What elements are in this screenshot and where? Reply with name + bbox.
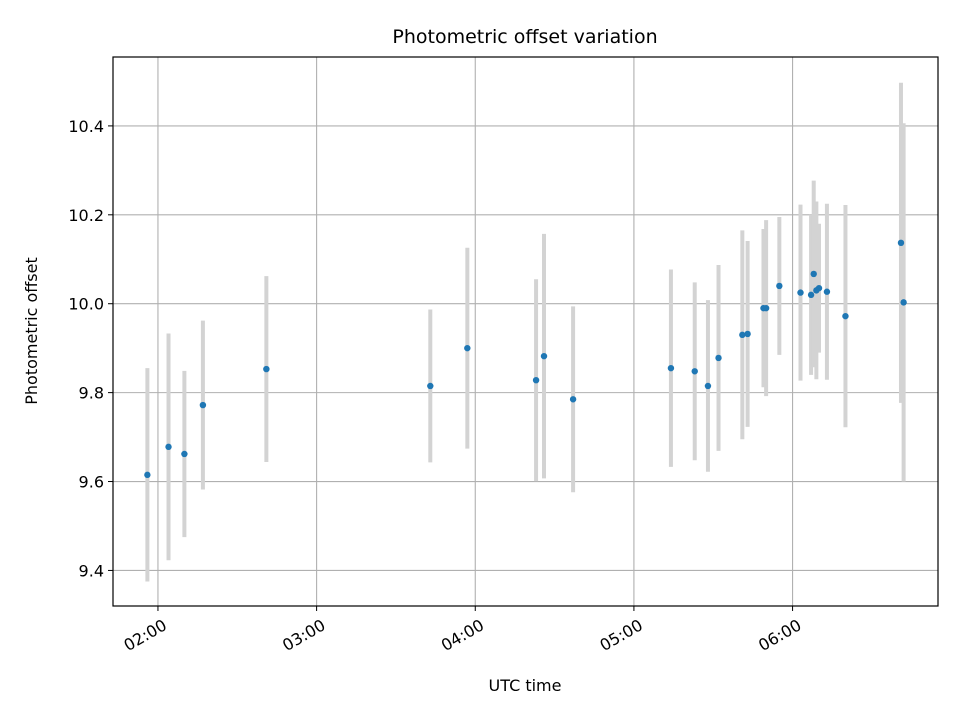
- data-point: [569, 396, 577, 403]
- data-point: [810, 270, 817, 278]
- data-point: [263, 365, 270, 373]
- y-tick-label: 9.4: [79, 561, 104, 580]
- y-tick-label: 9.6: [79, 473, 104, 492]
- data-point: [762, 304, 770, 312]
- data-point: [815, 284, 823, 292]
- data-point: [739, 331, 746, 339]
- data-point: [144, 471, 151, 479]
- data-point: [165, 443, 172, 451]
- data-points: [144, 239, 907, 479]
- data-point: [181, 450, 188, 458]
- y-tick-label: 10.2: [68, 206, 104, 225]
- data-point: [691, 368, 698, 375]
- data-point: [667, 364, 675, 372]
- data-point: [897, 239, 905, 247]
- data-point: [715, 354, 722, 362]
- data-point: [823, 288, 831, 295]
- data-point: [532, 376, 540, 384]
- plot-frame: [112, 56, 939, 607]
- data-point: [704, 382, 712, 390]
- data-point: [464, 344, 471, 352]
- y-tick-label: 10.0: [68, 295, 104, 314]
- data-point: [900, 299, 907, 306]
- y-tick-label: 9.8: [79, 384, 104, 403]
- y-tick-label: 10.4: [68, 117, 104, 136]
- data-point: [807, 291, 815, 299]
- data-point: [540, 352, 548, 360]
- x-axis-title: UTC time: [489, 676, 562, 695]
- y-axis-title: Photometric offset: [22, 257, 41, 405]
- data-point: [744, 330, 751, 338]
- data-point: [797, 289, 804, 296]
- data-point: [199, 401, 207, 409]
- data-point: [776, 282, 783, 290]
- data-point: [842, 312, 849, 320]
- chart-title: Photometric offset variation: [392, 26, 657, 48]
- data-point: [427, 382, 434, 390]
